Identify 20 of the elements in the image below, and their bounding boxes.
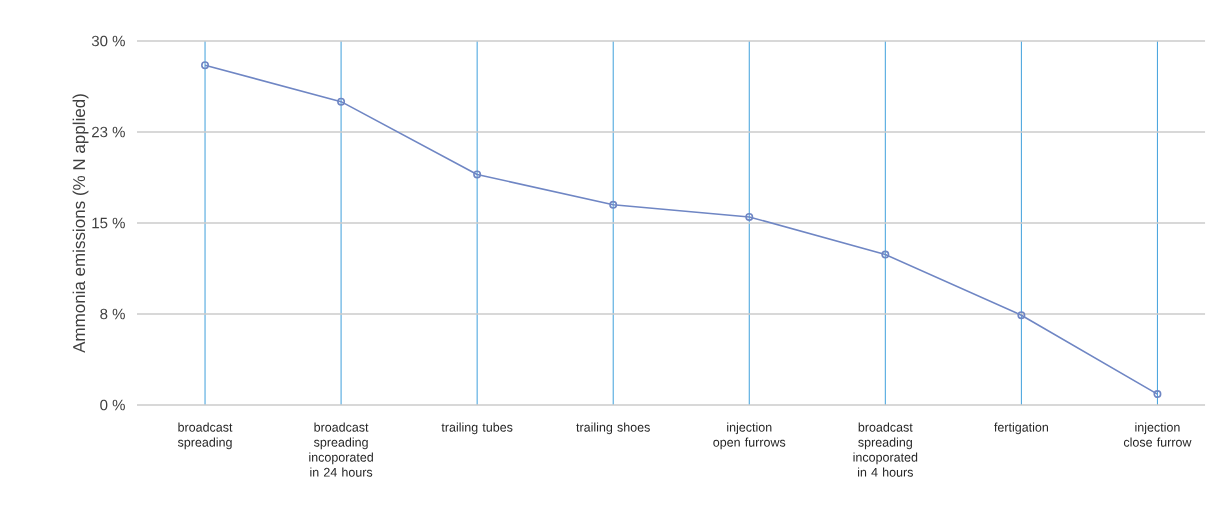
y-tick-label: 30 % [91, 35, 125, 47]
y-tick-label: 0 % [100, 399, 125, 411]
point [1017, 311, 1026, 320]
x-tick-label: broadcast spreading incoporated in 4 hours [853, 422, 918, 477]
point [337, 97, 346, 106]
point [881, 250, 890, 259]
point [473, 170, 482, 179]
x-tick-label: trailing shoes [576, 422, 650, 435]
point [745, 212, 754, 221]
y-tick-label: 15 % [92, 217, 125, 229]
x-tick-label: broadcast spreading incoporated in 24 hours [309, 422, 373, 477]
x-tick-label: trailing tubes [441, 422, 513, 435]
y-tick-label: 8 % [100, 308, 125, 320]
point [609, 200, 618, 209]
x-tick-label: fertigation [994, 422, 1049, 435]
y-tick-label: 23 % [92, 126, 125, 138]
y-axis-title: Ammonia emissions (% N applied) [72, 94, 89, 353]
x-tick-label: injection close furrow [1123, 422, 1192, 447]
x-tick-label: broadcast spreading [177, 422, 233, 450]
x-tick-label: injection open furrows [713, 422, 786, 450]
